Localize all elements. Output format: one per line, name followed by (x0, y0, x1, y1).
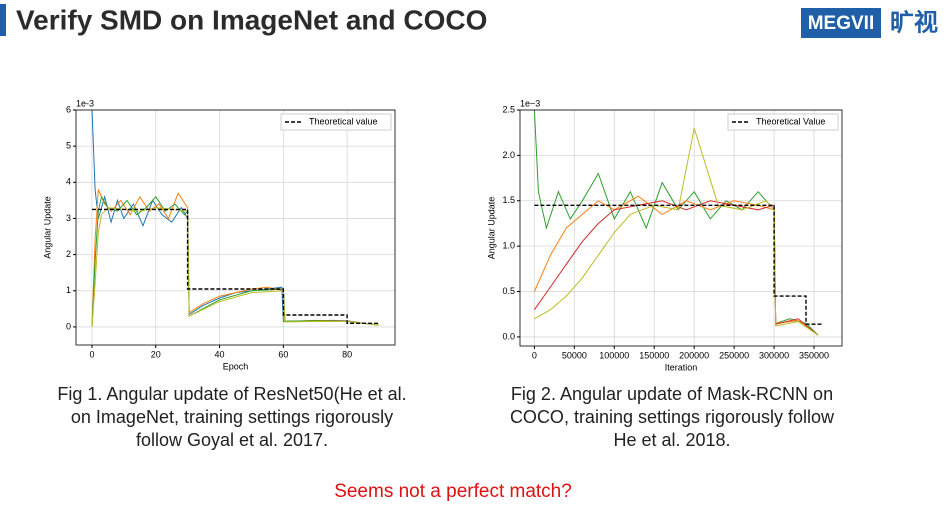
x-tick-label: 350000 (799, 350, 829, 360)
y-axis-label: Angular Update (42, 196, 52, 259)
logo-cn: 旷视 (890, 9, 938, 36)
legend-label: Theoretical value (309, 116, 378, 126)
x-tick-label: 40 (215, 349, 225, 359)
caption-line: COCO, training settings rigorously follo… (510, 407, 835, 427)
y-tick-label: 1 (66, 285, 71, 295)
y-tick-label: 2.5 (502, 104, 515, 114)
series-line (91, 189, 380, 327)
x-tick-label: 250000 (719, 350, 749, 360)
y-tick-label: 0 (66, 321, 71, 331)
x-tick-label: 0 (532, 350, 537, 360)
caption-line: follow Goyal et al. 2017. (136, 430, 328, 450)
legend-label: Theoretical Value (756, 116, 825, 126)
series-line (91, 195, 380, 327)
y-tick-label: 6 (66, 104, 71, 114)
y-tick-label: 1.0 (502, 241, 515, 251)
series-line (91, 207, 380, 327)
logo-text: MEGVII (808, 13, 875, 34)
y-offset-label: 1e−3 (520, 98, 540, 108)
caption-line: He et al. 2018. (613, 430, 730, 450)
x-tick-label: 80 (342, 349, 352, 359)
y-tick-label: 3 (66, 213, 71, 223)
legend-box (727, 113, 839, 131)
y-tick-label: 2.0 (502, 150, 515, 160)
footer-note: Seems not a perfect match? (334, 481, 572, 502)
x-tick-label: 150000 (639, 350, 669, 360)
caption-line: Fig 1. Angular update of ResNet50(He et … (57, 384, 406, 404)
x-tick-label: 100000 (599, 350, 629, 360)
series-line (534, 204, 822, 325)
x-tick-label: 0 (89, 349, 94, 359)
caption-line: Fig 2. Angular update of Mask-RCNN on (511, 384, 833, 404)
y-tick-label: 5 (66, 141, 71, 151)
y-offset-label: 1e-3 (76, 98, 94, 108)
series-line (92, 208, 380, 324)
y-tick-label: 1.5 (502, 195, 515, 205)
slide-title: Verify SMD on ImageNet and COCO (16, 4, 487, 35)
y-tick-label: 4 (66, 177, 71, 187)
y-axis-label: Angular Update (486, 197, 496, 260)
x-axis-label: Iteration (665, 362, 698, 372)
legend-box (280, 113, 392, 131)
caption-line: on ImageNet, training settings rigorousl… (71, 407, 393, 427)
x-tick-label: 60 (278, 349, 288, 359)
x-tick-label: 200000 (679, 350, 709, 360)
x-tick-label: 50000 (562, 350, 587, 360)
y-tick-label: 2 (66, 249, 71, 259)
x-tick-label: 300000 (759, 350, 789, 360)
logo-box (801, 8, 881, 38)
y-tick-label: 0.0 (502, 331, 515, 341)
plot-frame (519, 109, 843, 347)
title-bar (0, 4, 6, 36)
x-tick-label: 20 (151, 349, 161, 359)
y-tick-label: 0.5 (502, 286, 515, 296)
plot-frame (75, 109, 396, 346)
x-axis-label: Epoch (223, 361, 249, 371)
series-line (534, 128, 819, 336)
